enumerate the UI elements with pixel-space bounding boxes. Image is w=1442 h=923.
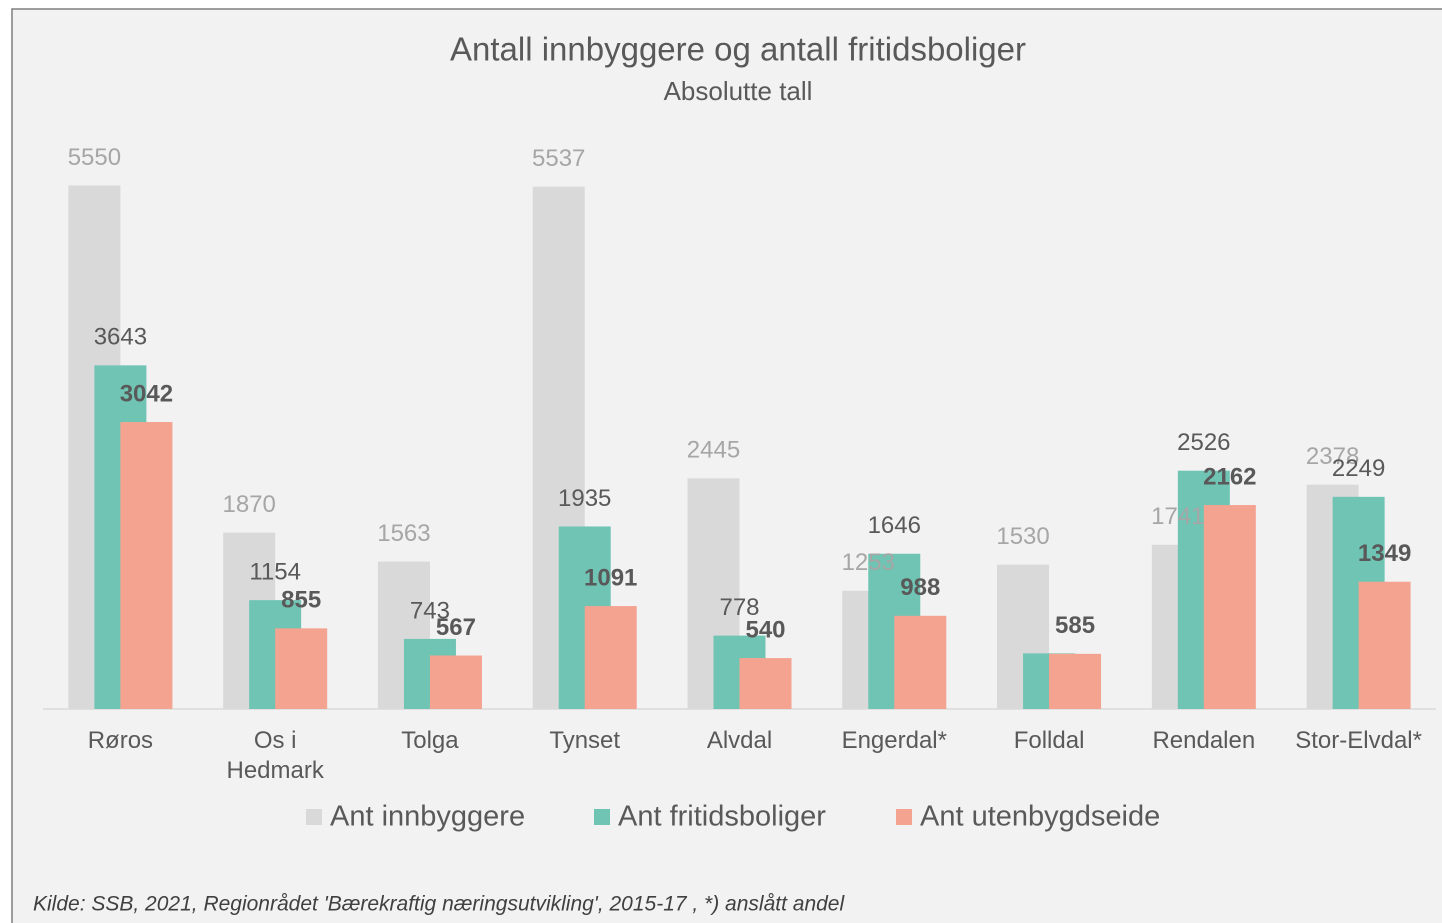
data-label: 2445	[687, 437, 740, 464]
data-label: 5550	[68, 144, 121, 171]
data-label: 988	[900, 574, 940, 601]
x-tick-label: Tynset	[549, 727, 620, 754]
x-tick-line: Rendalen	[1152, 727, 1255, 754]
bar	[275, 628, 328, 709]
data-label: 2378	[1306, 443, 1359, 470]
data-label: 567	[436, 614, 476, 641]
data-label: 3042	[120, 380, 173, 407]
data-label: 1530	[996, 523, 1049, 550]
bar	[584, 606, 637, 709]
data-label: 743	[410, 597, 450, 624]
legend-label: Ant innbyggere	[330, 801, 525, 833]
legend-label: Ant fritidsboliger	[618, 801, 826, 833]
x-tick-label: Røros	[88, 727, 153, 754]
x-tick-line: Hedmark	[226, 757, 324, 784]
source-note: Kilde: SSB, 2021, Regionrådet 'Bærekraft…	[33, 893, 845, 916]
data-label: 1646	[868, 512, 921, 539]
x-tick-line: Stor-Elvdal*	[1295, 727, 1422, 754]
data-label: 1091	[584, 564, 637, 591]
data-label: 1253	[842, 549, 895, 576]
x-tick-label: Stor-Elvdal*	[1295, 727, 1422, 754]
data-label: 2162	[1203, 463, 1256, 490]
data-label: 1349	[1358, 540, 1411, 567]
x-tick-label: Engerdal*	[842, 727, 947, 754]
data-label: 855	[281, 587, 321, 614]
data-label: 1935	[558, 485, 611, 512]
x-tick-line: Røros	[88, 727, 153, 754]
x-tick-label: Os i Hedmark	[226, 727, 324, 784]
x-tick-label: Rendalen	[1152, 727, 1255, 754]
x-tick-line: Folldal	[1014, 727, 1085, 754]
data-label: 2526	[1177, 429, 1230, 456]
bar	[739, 658, 792, 709]
data-label: 778	[719, 594, 759, 621]
bar	[429, 655, 482, 709]
data-label: 540	[745, 616, 785, 643]
x-tick-label: Alvdal	[707, 727, 772, 754]
data-label: 3643	[94, 324, 147, 351]
chart-subtitle: Absolutte tall	[664, 76, 813, 106]
x-tick-line: Engerdal*	[842, 727, 947, 754]
bar	[120, 422, 173, 709]
bar	[1049, 653, 1102, 709]
bar	[894, 615, 947, 709]
x-tick-label: Folldal	[1014, 727, 1085, 754]
data-label: 1741	[1151, 503, 1204, 530]
legend-label: Ant utenbygdseide	[920, 801, 1160, 833]
x-tick-line: Tolga	[401, 727, 459, 754]
data-label: 5537	[532, 145, 585, 172]
data-label: 585	[1055, 612, 1095, 639]
x-tick-line: Os i	[254, 727, 297, 754]
data-label: 1563	[377, 520, 430, 547]
x-tick-line: Alvdal	[707, 727, 772, 754]
data-label: 2249	[1332, 455, 1385, 482]
chart-frame	[11, 8, 1442, 923]
bar	[1203, 505, 1256, 709]
legend-swatch	[594, 809, 610, 825]
legend-swatch	[306, 809, 322, 825]
data-label: 1870	[222, 491, 275, 518]
x-tick-line: Tynset	[549, 727, 620, 754]
chart-title: Antall innbyggere og antall fritidsbolig…	[450, 31, 1026, 68]
bar	[1358, 581, 1411, 709]
legend-swatch	[896, 809, 912, 825]
data-label: 1154	[249, 558, 301, 585]
x-tick-label: Tolga	[401, 727, 459, 754]
